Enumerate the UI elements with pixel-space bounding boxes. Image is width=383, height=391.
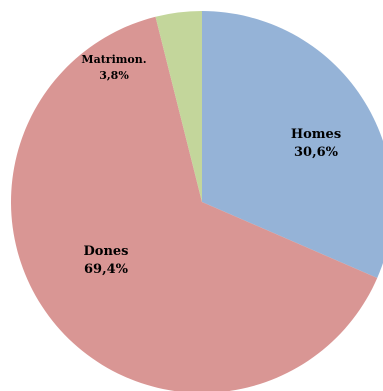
- label-homes-name: Homes: [291, 127, 341, 142]
- label-matrimon-name: Matrimon.: [81, 53, 146, 66]
- label-homes-value: 30,6%: [294, 145, 339, 160]
- pie-slice-homes: [202, 11, 383, 279]
- pie-slices: [11, 11, 383, 391]
- pie-slice-dones: [11, 16, 378, 391]
- label-dones-value: 69,4%: [84, 262, 129, 277]
- pie-slice-matrimon: [155, 11, 202, 202]
- label-dones-name: Dones: [84, 244, 129, 259]
- label-matrimon-value: 3,8%: [99, 69, 129, 82]
